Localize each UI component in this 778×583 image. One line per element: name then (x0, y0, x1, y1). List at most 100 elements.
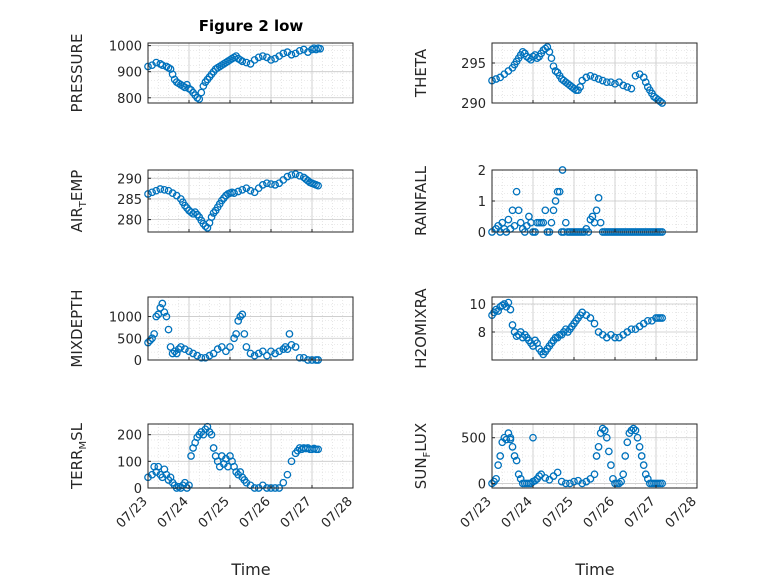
y-axis-label: MIXDEPTH (68, 289, 86, 367)
data-point (291, 170, 300, 178)
data-point (199, 82, 208, 90)
data-point (607, 461, 615, 469)
y-tick-label: 8 (478, 326, 486, 341)
data-point (541, 206, 550, 215)
data-point (213, 345, 222, 353)
y-axis-label-main: H2OMIXRA (412, 288, 430, 369)
data-point (201, 353, 210, 362)
data-point (168, 349, 177, 358)
data-point (590, 73, 599, 82)
data-point (598, 424, 607, 433)
data-point (602, 78, 611, 87)
data-point (250, 188, 259, 197)
y-tick-label: 280 (117, 214, 142, 229)
data-point (172, 349, 181, 358)
data-point (607, 78, 615, 87)
data-point (205, 351, 214, 360)
data-point (267, 180, 275, 188)
y-axis-label-main: TERR (68, 450, 86, 491)
data-point (492, 475, 500, 483)
data-point (510, 221, 519, 230)
y-axis-label-subscript: F (422, 451, 433, 457)
y-tick-label: 0 (134, 354, 142, 369)
data-point (598, 76, 607, 85)
data-point (291, 343, 300, 351)
subplot-6: 8 10 H2OMIXRA (412, 288, 698, 369)
data-point (238, 185, 247, 194)
data-point (643, 316, 652, 325)
data-point (197, 88, 206, 97)
y-axis-label-main: THETA (412, 48, 430, 98)
data-point (207, 213, 216, 221)
data-point (156, 304, 165, 312)
data-point (240, 330, 249, 338)
data-point (295, 171, 304, 180)
data-point (629, 424, 638, 433)
data-point (512, 187, 521, 196)
x-axis-label-right: Time (574, 560, 614, 579)
data-point (592, 206, 601, 215)
axes-box (491, 296, 698, 361)
data-point (586, 475, 595, 483)
data-point (615, 479, 623, 488)
data-point (627, 426, 636, 435)
data-point (561, 479, 570, 488)
data-point (283, 345, 292, 353)
data-point (496, 452, 505, 460)
data-point (160, 185, 169, 194)
y-axis-label-main: AIR (68, 207, 86, 232)
data-point (547, 54, 556, 63)
data-point (512, 456, 521, 465)
data-point (627, 84, 636, 93)
data-point (314, 445, 322, 454)
data-point (594, 75, 603, 83)
y-tick-label: 1000 (109, 311, 142, 326)
data-point (494, 461, 502, 469)
data-point (594, 443, 603, 451)
axes-box (147, 296, 354, 361)
axes-box (147, 169, 354, 233)
data-point (543, 43, 552, 51)
data-point (150, 330, 158, 338)
data-point (197, 353, 206, 362)
y-tick-label: 0 (478, 477, 486, 492)
data-point (518, 47, 527, 56)
data-point (238, 310, 247, 319)
data-point (549, 206, 558, 215)
data-point (627, 325, 636, 334)
y-tick-label: 10 (469, 298, 486, 313)
data-point (551, 197, 560, 205)
y-tick-label: 100 (117, 455, 142, 470)
data-point (658, 314, 667, 322)
y-axis-label-main: SUN (412, 457, 430, 489)
y-axis-label: TERRMSL (68, 422, 89, 490)
subplot-2: 290 295 THETA (412, 42, 698, 112)
data-point (316, 44, 325, 53)
data-point (547, 218, 556, 227)
data-point (152, 312, 161, 321)
data-point (643, 475, 652, 483)
data-point (166, 343, 175, 351)
data-point (637, 452, 646, 460)
data-point (639, 461, 648, 469)
data-point (514, 206, 523, 215)
data-point (158, 61, 167, 70)
y-tick-label: 800 (117, 92, 142, 107)
data-point (152, 58, 161, 67)
data-point (621, 452, 630, 460)
data-point (246, 60, 255, 68)
data-point (242, 58, 251, 67)
y-tick-label: 290 (117, 172, 142, 187)
y-tick-label: 500 (461, 432, 486, 447)
data-point (641, 78, 650, 87)
data-point (271, 181, 279, 189)
data-point (617, 477, 626, 486)
data-point (207, 430, 216, 439)
y-axis-label: AIRTEMP (68, 170, 89, 233)
data-point (254, 349, 263, 358)
data-point (176, 343, 185, 351)
data-point (551, 67, 560, 75)
data-point (586, 71, 595, 80)
data-point (539, 218, 548, 227)
